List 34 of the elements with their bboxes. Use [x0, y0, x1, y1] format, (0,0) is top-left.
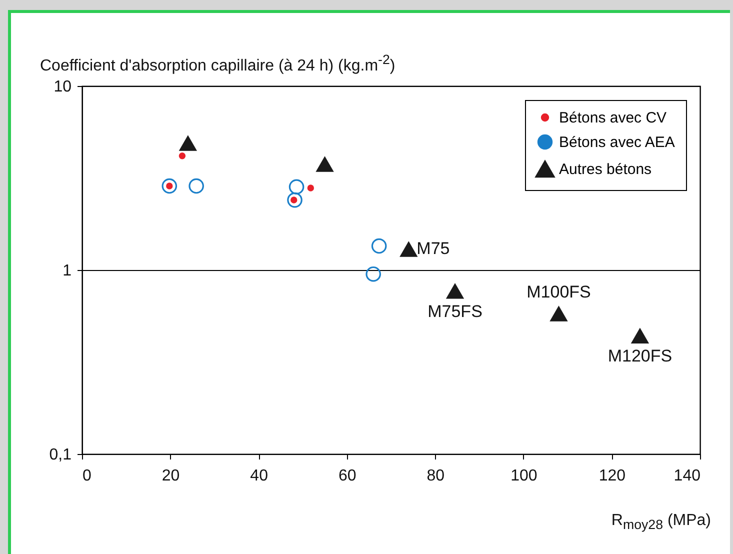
- x-tick-label: 120: [598, 468, 626, 484]
- x-tick-label: 60: [338, 468, 356, 484]
- legend-label: Bétons avec AEA: [559, 134, 675, 151]
- x-tick-label: 100: [510, 468, 538, 484]
- annotation: M120FS: [608, 346, 672, 366]
- point: [550, 306, 568, 322]
- point: [316, 156, 334, 172]
- point: [630, 328, 650, 344]
- y-tick-label: 0,1: [49, 446, 72, 464]
- point: [400, 241, 418, 257]
- point: [307, 184, 314, 192]
- point: [162, 178, 178, 194]
- x-tick-label: 0: [82, 468, 92, 484]
- y-tick-label: 1: [62, 262, 72, 280]
- point: [178, 152, 186, 160]
- x-tick-label: 140: [674, 468, 701, 484]
- legend-label: Autres bétons: [559, 161, 652, 178]
- legend-label: Bétons avec CV: [559, 110, 667, 126]
- point: [371, 238, 387, 254]
- x-tick-label: 20: [162, 468, 180, 484]
- point: [366, 266, 381, 282]
- point: [446, 283, 464, 299]
- annotation: M75: [416, 239, 450, 258]
- annotation: M75FS: [428, 302, 482, 321]
- x-tick-label: 80: [426, 468, 445, 484]
- point: [287, 192, 302, 208]
- y-axis-title: Coefficient d'absorption capillaire (à 24 h) (kg.m$^{-2}$): [40, 52, 396, 76]
- point: [178, 135, 198, 151]
- x-tick-label: 40: [250, 468, 268, 484]
- point: [188, 178, 204, 194]
- annotation: M100FS: [526, 282, 591, 302]
- point: [288, 179, 304, 195]
- y-tick-label: 10: [54, 78, 72, 96]
- x-axis-title: R$_{moy28}$ (MPa): [611, 512, 711, 532]
